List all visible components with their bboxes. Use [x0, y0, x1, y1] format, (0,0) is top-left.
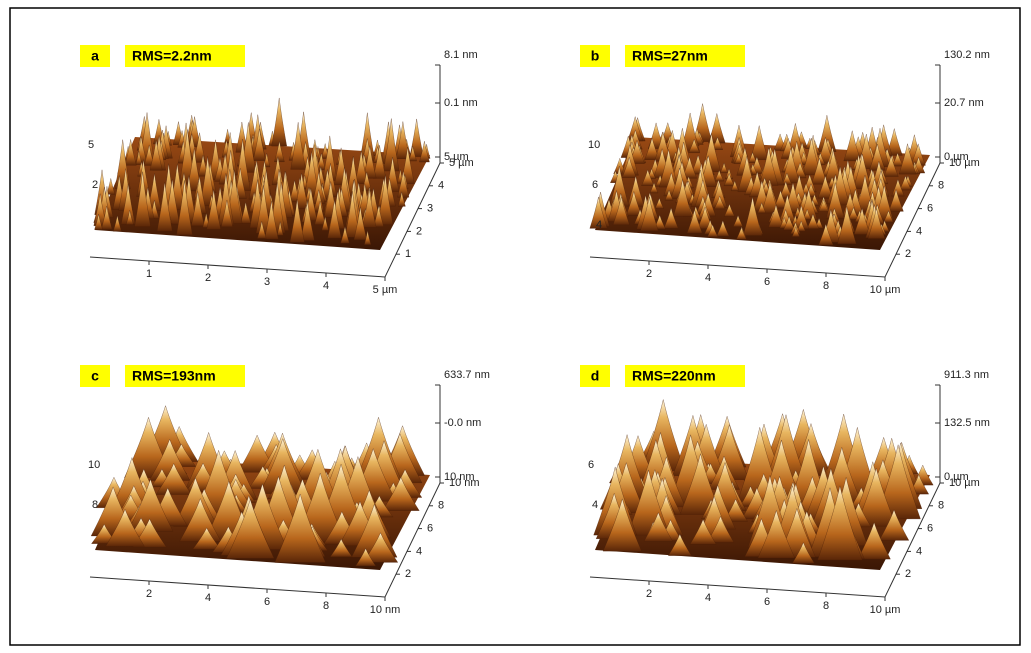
x-tick-label: 4 — [705, 272, 711, 284]
y-tick-label: 4 — [916, 225, 922, 237]
afm-panel: aRMS=2.2nm12345 µm12345 µm8.1 nm0.1 nm5 … — [80, 45, 478, 296]
z-tick-label: 10 nm — [444, 471, 475, 483]
rms-value: RMS=220nm — [632, 368, 716, 384]
x-tick-label: 2 — [646, 268, 652, 280]
y-tick-label: 8 — [938, 500, 944, 512]
x-tick-label: 2 — [205, 272, 211, 284]
x-tick-label: 2 — [146, 588, 152, 600]
x-tick-label: 6 — [764, 596, 770, 608]
y-tick-label: 1 — [405, 248, 411, 260]
y-tick-label: 6 — [427, 523, 433, 535]
x-tick-label: 8 — [323, 600, 329, 612]
y-tick-label: 2 — [405, 568, 411, 580]
side-label: 6 — [588, 459, 594, 471]
side-label: 5 — [88, 139, 94, 151]
y-tick-label: 3 — [427, 203, 433, 215]
y-tick-label: 8 — [938, 180, 944, 192]
x-tick-label: 4 — [705, 592, 711, 604]
panel-label: b — [591, 48, 600, 64]
z-tick-label: 633.7 nm — [444, 369, 490, 381]
afm-panel: cRMS=193nm246810 nm246810 nm633.7 nm-0.0… — [80, 365, 490, 616]
rms-value: RMS=2.2nm — [132, 48, 212, 64]
z-tick-label: 0 µm — [944, 471, 969, 483]
panel-label: a — [91, 48, 99, 64]
z-tick-label: 0 µm — [944, 151, 969, 163]
x-tick-label: 3 — [264, 276, 270, 288]
z-tick-label: 130.2 nm — [944, 49, 990, 61]
side-label: 6 — [592, 179, 598, 191]
x-tick-label: 8 — [823, 600, 829, 612]
rms-value: RMS=193nm — [132, 368, 216, 384]
x-tick-label: 2 — [646, 588, 652, 600]
z-tick-label: -0.0 nm — [444, 417, 481, 429]
x-tick-label: 10 µm — [870, 284, 901, 296]
side-label: 4 — [592, 499, 598, 511]
x-tick-label: 6 — [764, 276, 770, 288]
side-label: 2 — [92, 179, 98, 191]
side-label: 4 — [596, 219, 602, 231]
y-tick-label: 6 — [927, 523, 933, 535]
y-tick-label: 4 — [438, 180, 444, 192]
x-tick-label: 4 — [205, 592, 211, 604]
x-tick-label: 10 nm — [370, 604, 401, 616]
y-tick-label: 2 — [905, 568, 911, 580]
rms-value: RMS=27nm — [632, 48, 708, 64]
x-tick-label: 5 µm — [373, 284, 398, 296]
z-tick-label: 0.1 nm — [444, 97, 478, 109]
x-tick-label: 6 — [264, 596, 270, 608]
x-tick-label: 4 — [323, 280, 329, 292]
afm-panel: dRMS=220nm246810 µm246810 µm911.3 nm132.… — [580, 365, 990, 616]
y-tick-label: 4 — [416, 545, 422, 557]
figure: aRMS=2.2nm12345 µm12345 µm8.1 nm0.1 nm5 … — [0, 0, 1031, 653]
z-tick-label: 911.3 nm — [944, 369, 989, 381]
z-tick-label: 132.5 nm — [944, 417, 990, 429]
y-tick-label: 6 — [927, 203, 933, 215]
side-label: 10 — [588, 139, 600, 151]
z-tick-label: 5 µm — [444, 151, 469, 163]
z-tick-label: 20.7 nm — [944, 97, 984, 109]
y-tick-label: 2 — [905, 248, 911, 260]
side-label: 8 — [92, 499, 98, 511]
z-tick-label: 8.1 nm — [444, 49, 478, 61]
y-tick-label: 2 — [416, 225, 422, 237]
side-label: 10 — [88, 459, 100, 471]
panel-label: c — [91, 368, 99, 384]
x-tick-label: 1 — [146, 268, 152, 280]
surface-peak — [272, 98, 287, 146]
y-tick-label: 8 — [438, 500, 444, 512]
y-tick-label: 4 — [916, 545, 922, 557]
x-tick-label: 8 — [823, 280, 829, 292]
x-tick-label: 10 µm — [870, 604, 901, 616]
panel-label: d — [591, 368, 600, 384]
